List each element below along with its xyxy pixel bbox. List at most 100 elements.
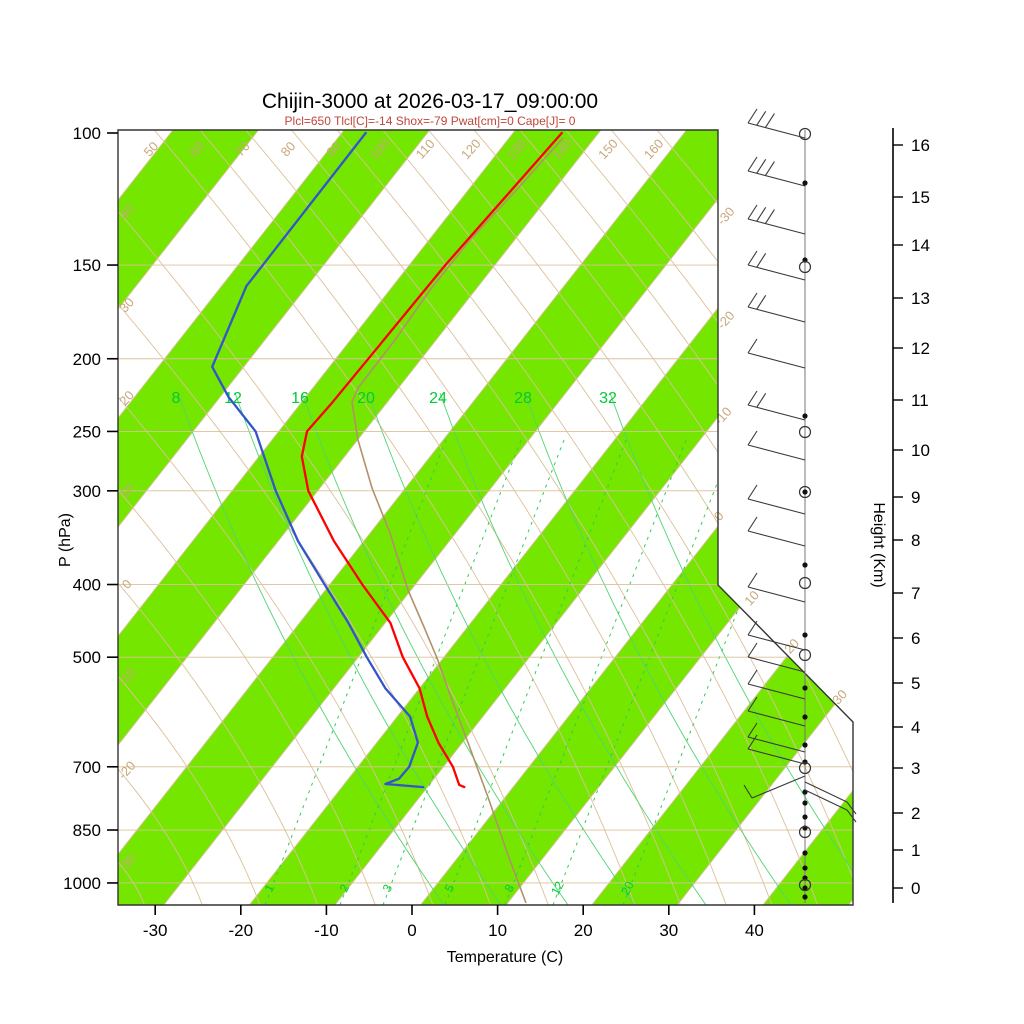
wind-barb [747, 338, 806, 369]
pressure-tick-label: 500 [73, 648, 101, 667]
dry-adiabat-line [199, 130, 681, 905]
station-circle [798, 260, 812, 274]
wind-barb [743, 775, 806, 799]
wind-barb [747, 250, 806, 281]
pressure-tick-label: 200 [73, 350, 101, 369]
height-tick-label: 14 [911, 236, 930, 255]
dry-adiabat-top-label: 160 [641, 136, 667, 162]
barb-tick [846, 809, 857, 823]
moist-adiabat-label: 32 [599, 390, 617, 407]
dry-adiabat-line [153, 130, 636, 905]
height-tick-label: 7 [911, 584, 920, 603]
barb-shaft [747, 748, 806, 765]
height-tick-label: 1 [911, 841, 920, 860]
temperature-axis-title: Temperature (C) [447, 949, 563, 966]
height-tick-label: 16 [911, 136, 930, 155]
station-dot [802, 489, 808, 495]
station-dot [802, 865, 808, 871]
temperature-curve [300, 131, 563, 789]
pressure-tick-label: 250 [73, 422, 101, 441]
moist-adiabat-line [301, 392, 569, 905]
barb-shaft [747, 634, 806, 651]
barb-shaft [751, 775, 806, 799]
moist-adiabat-label: 8 [172, 390, 181, 407]
height-tick-label: 12 [911, 339, 930, 358]
station-circle [798, 761, 812, 775]
barb-tick [747, 516, 758, 532]
barb-tick [747, 108, 758, 124]
dry-adiabat-line [291, 130, 773, 905]
height-axis-title: Height (Km) [870, 502, 887, 587]
pressure-tick-label: 150 [73, 256, 101, 275]
barb-tick [747, 250, 758, 266]
station-circle [798, 878, 812, 892]
dry-adiabat-top-label: 80 [278, 139, 299, 160]
barb-tick [747, 292, 758, 308]
station-dot [802, 180, 808, 186]
dry-adiabat-line [118, 396, 434, 905]
station-dot [802, 714, 808, 720]
moist-adiabat-line [234, 392, 502, 905]
mixing-ratio-label: 20 [618, 879, 637, 898]
barb-tick [747, 156, 758, 172]
dry-adiabat-line [118, 768, 203, 905]
station-circle [798, 127, 812, 141]
moist-adiabat-line [609, 392, 853, 905]
barb-shaft [804, 789, 848, 811]
green-stripe-band [118, 130, 773, 905]
station-dot [802, 632, 808, 638]
station-dot [802, 413, 808, 419]
height-tick-label: 13 [911, 289, 930, 308]
station-circle [798, 825, 812, 839]
barb-shaft [747, 352, 806, 369]
isotherm-line [677, 130, 853, 905]
wind-barb [747, 572, 806, 603]
barb-tick [756, 392, 767, 408]
barb-tick [756, 294, 767, 310]
isotherm-line [118, 130, 259, 905]
wind-barb [747, 669, 806, 700]
wind-barb [747, 156, 806, 187]
barb-shaft [747, 736, 806, 753]
mixing-ratio-line [382, 439, 565, 905]
mixing-ratio-label: 3 [380, 882, 396, 895]
barb-tick [747, 696, 758, 712]
pressure-tick-label: 1000 [63, 874, 101, 893]
mixing-ratio-line [339, 439, 522, 905]
station-circle [798, 425, 812, 439]
barb-shaft [747, 656, 806, 673]
barb-shaft [747, 306, 806, 323]
barb-tick [747, 204, 758, 220]
pressure-tick-label: 300 [73, 482, 101, 501]
wind-barb [747, 642, 806, 673]
wind-barb [747, 484, 806, 515]
wind-barb [747, 696, 806, 727]
station-circle [798, 485, 812, 499]
station-circle [798, 576, 812, 590]
dry-adiabat-line [118, 489, 376, 905]
station-dot [802, 685, 808, 691]
isotherm-line [591, 130, 853, 905]
barb-shaft [747, 170, 806, 187]
plot-border [117, 129, 854, 906]
height-tick-label: 9 [911, 488, 920, 507]
dry-adiabat-line [118, 582, 319, 905]
isotherm-line [0, 130, 87, 905]
dry-adiabat-line [118, 210, 549, 905]
mixing-ratio-line [504, 439, 687, 905]
barb-tick [747, 390, 758, 406]
barb-tick [747, 572, 758, 588]
station-dot [802, 885, 808, 891]
pressure-tick-label: 850 [73, 821, 101, 840]
height-tick-label: 6 [911, 629, 920, 648]
chart-subtitle: Plcl=650 Tlcl[C]=-14 Shox=-79 Pwat[cm]=0… [285, 114, 576, 128]
wind-barb [747, 430, 806, 461]
barb-tick [756, 252, 767, 268]
moist-adiabat-label: 12 [224, 390, 242, 407]
temperature-tick-label: 20 [574, 921, 593, 940]
mixing-ratio-line [264, 439, 447, 905]
temperature-tick-label: -20 [229, 921, 254, 940]
green-stripe-band [118, 130, 430, 905]
